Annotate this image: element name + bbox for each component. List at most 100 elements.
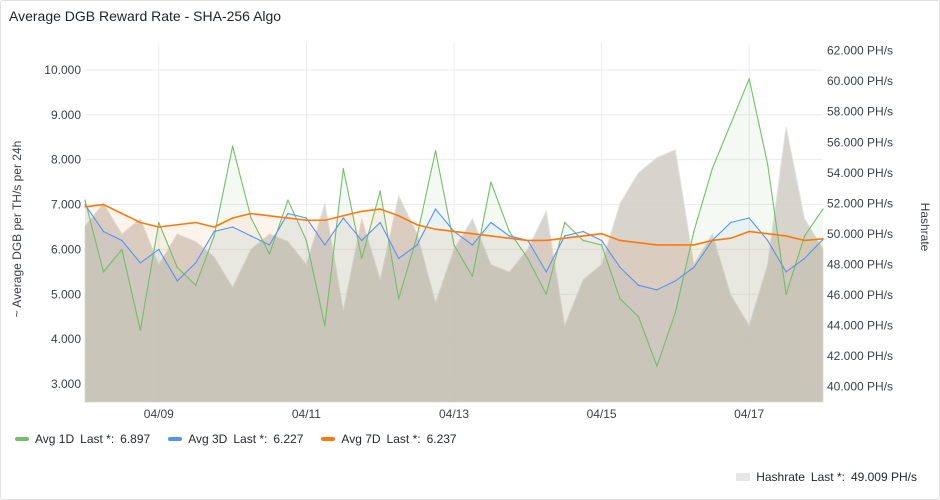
series-avg-7d-point [84, 205, 86, 208]
series-avg-3d-point [231, 226, 234, 228]
legend-item-avg-1d[interactable]: Avg 1D Last *: 6.897 [15, 432, 150, 446]
x-tick-label: 04/11 [292, 407, 321, 421]
series-avg-7d-point [250, 212, 252, 215]
series-avg-1d-point [527, 257, 529, 260]
legend-item-avg-3d[interactable]: Avg 3D Last *: 6.227 [168, 432, 303, 446]
series-avg-1d-point [434, 149, 437, 152]
legend-label: Avg 3D [188, 432, 228, 446]
series-hashrate-area [84, 126, 824, 403]
series-avg-7d-point [748, 230, 750, 233]
axis-ticks: 3.000 4.000 5.000 6.000 7.000 8.000 9.000 10.00… [44, 44, 893, 421]
series-avg-7d-point [582, 235, 584, 237]
series-avg-1d-point [582, 239, 584, 242]
legend-last-value: 6.897 [120, 432, 151, 446]
y2-tick-label: 62.000 PH/s [827, 44, 893, 58]
legend-last-label: Last *: [386, 432, 421, 446]
series-avg-7d-point [287, 217, 289, 219]
series-avg-1d-point [102, 271, 105, 273]
series-avg-3d-point [416, 244, 418, 246]
legend-item-hashrate[interactable]: Hashrate Last *: 49.009 PH/s [736, 470, 917, 484]
y-tick-label: 4.000 [51, 332, 81, 346]
y2-tick-label: 56.000 PH/s [827, 135, 893, 149]
series-avg-3d-point [803, 257, 806, 260]
y-tick-label: 10.000 [44, 63, 81, 77]
series-avg-1d-point [803, 235, 806, 237]
series-avg-1d-point [416, 235, 418, 237]
series-avg-1d-point [711, 167, 714, 170]
series-avg-3d-point [121, 239, 123, 242]
y-tick-label: 3.000 [51, 377, 81, 391]
series-avg-7d-point [785, 235, 787, 237]
series-avg-3d-point [250, 235, 252, 237]
series-avg-3d-point [139, 262, 142, 264]
series-avg-1d-point [397, 297, 400, 300]
legend-item-avg-7d[interactable]: Avg 7D Last *: 6.237 [321, 432, 457, 446]
x-tick-label: 04/13 [439, 407, 469, 421]
legend-last-value: 49.009 PH/s [850, 470, 917, 484]
series-avg-7d-point [139, 221, 142, 224]
series-avg-7d-point [434, 228, 437, 231]
y-tick-label: 9.000 [51, 108, 81, 122]
series-avg-7d-point [213, 226, 215, 228]
series-avg-3d-point [342, 217, 345, 219]
series-avg-7d-point [158, 226, 160, 228]
legend: Avg 1D Last *: 6.897 Avg 3D Last *: 6.22… [15, 432, 457, 446]
series-avg-1d-point [453, 244, 455, 246]
y2-tick-label: 60.000 PH/s [827, 74, 893, 88]
series-avg-1d-point [545, 293, 548, 296]
series-avg-1d-point [121, 248, 123, 251]
series-avg-7d-point [416, 223, 418, 226]
series-avg-7d-point [656, 244, 658, 246]
series-avg-1d-point [785, 293, 787, 296]
panel-title: Average DGB Reward Rate - SHA-256 Algo [9, 8, 282, 24]
legend-swatch-avg-1d [15, 437, 29, 441]
series-avg-1d-point [268, 253, 271, 255]
series-avg-1d-point [619, 297, 621, 300]
series-avg-7d-point [397, 214, 400, 217]
y-tick-label: 6.000 [51, 242, 81, 256]
series-avg-3d-point [102, 230, 105, 233]
series-avg-3d-point [785, 271, 787, 273]
series-avg-3d-point [213, 230, 215, 233]
series-avg-3d-point [305, 217, 308, 219]
legend-last-value: 6.227 [273, 432, 304, 446]
series-avg-3d-point [287, 212, 289, 215]
y2-tick-label: 54.000 PH/s [827, 166, 893, 180]
series-avg-3d-point [582, 230, 584, 233]
y2-tick-label: 52.000 PH/s [827, 196, 893, 210]
series-avg-3d-point [600, 239, 603, 242]
series-avg-7d-point [121, 212, 123, 215]
series-avg-1d-point [674, 311, 677, 314]
series-avg-1d-point [822, 208, 824, 210]
series-avg-7d-point [545, 239, 548, 242]
series-avg-7d-point [619, 239, 621, 242]
series-avg-7d-point [711, 239, 714, 242]
series-avg-1d-point [324, 324, 326, 327]
series-avg-7d-point [194, 221, 197, 224]
series-avg-3d-point [563, 235, 566, 237]
series-avg-3d-point [490, 221, 492, 224]
series-avg-7d-point [508, 237, 511, 240]
series-avg-7d-point [231, 217, 234, 219]
series-avg-7d-point [102, 203, 105, 206]
legend-last-label: Last *: [810, 470, 845, 484]
series-avg-7d-point [600, 232, 603, 235]
series-avg-1d-point [231, 145, 234, 148]
series-avg-3d-point [471, 244, 474, 246]
series-avg-1d-point [748, 78, 750, 80]
series-avg-7d-point [379, 208, 382, 210]
legend-label: Avg 1D [35, 432, 75, 446]
series-avg-3d-point [194, 262, 197, 264]
y-axis-label: ~ Average DGB per TH/s per 24h [10, 141, 24, 318]
series-avg-3d-point [508, 235, 511, 237]
series-avg-7d-point [674, 244, 677, 246]
series-avg-7d-point [803, 239, 806, 242]
series-avg-1d-point [508, 230, 511, 233]
series-avg-7d-point [490, 235, 492, 237]
y2-tick-label: 50.000 PH/s [827, 227, 893, 241]
series-avg-3d-point [766, 239, 769, 242]
y2-tick-label: 46.000 PH/s [827, 288, 893, 302]
x-tick-label: 04/17 [734, 407, 764, 421]
series-avg-7d-point [693, 244, 695, 246]
series-avg-3d-point [729, 221, 732, 224]
